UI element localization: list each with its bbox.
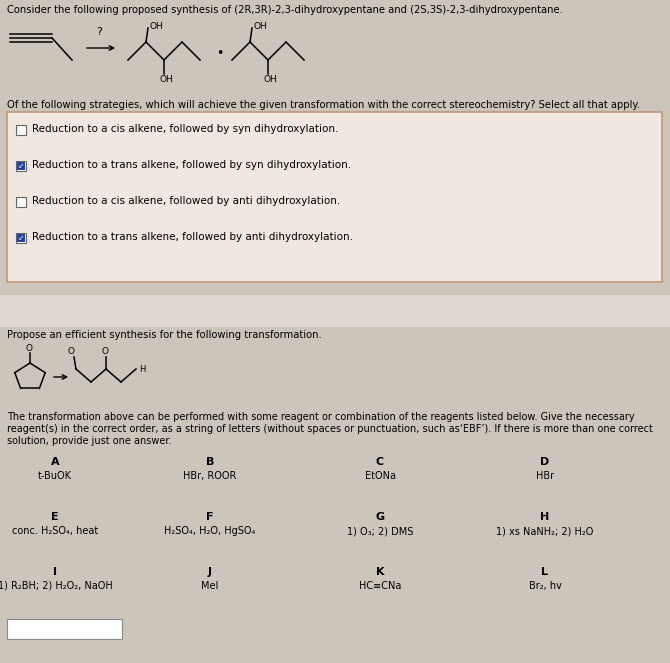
Text: Reduction to a trans alkene, followed by syn dihydroxylation.: Reduction to a trans alkene, followed by… xyxy=(32,160,351,170)
Text: Reduction to a cis alkene, followed by syn dihydroxylation.: Reduction to a cis alkene, followed by s… xyxy=(32,124,338,134)
Text: C: C xyxy=(376,457,384,467)
Text: HBr, ROOR: HBr, ROOR xyxy=(184,471,237,481)
Text: solution, provide just one answer.: solution, provide just one answer. xyxy=(7,436,172,446)
Text: H: H xyxy=(541,512,549,522)
Text: conc. H₂SO₄, heat: conc. H₂SO₄, heat xyxy=(12,526,98,536)
Text: The transformation above can be performed with some reagent or combination of th: The transformation above can be performe… xyxy=(7,412,634,422)
Bar xyxy=(16,197,26,207)
Text: H₂SO₄, H₂O, HgSO₄: H₂SO₄, H₂O, HgSO₄ xyxy=(164,526,256,536)
Text: ?: ? xyxy=(96,27,102,37)
Bar xyxy=(17,234,25,242)
Text: O: O xyxy=(102,347,109,356)
Text: A: A xyxy=(51,457,60,467)
Text: D: D xyxy=(541,457,549,467)
Text: Reduction to a cis alkene, followed by anti dihydroxylation.: Reduction to a cis alkene, followed by a… xyxy=(32,196,340,206)
Text: •: • xyxy=(216,48,224,60)
Text: OH: OH xyxy=(264,75,278,84)
Bar xyxy=(7,112,662,282)
Text: Consider the following proposed synthesis of (2R,3R)-2,3-dihydroxypentane and (2: Consider the following proposed synthesi… xyxy=(7,5,563,15)
Text: OH: OH xyxy=(254,22,268,31)
Text: t-BuOK: t-BuOK xyxy=(38,471,72,481)
Text: Br₂, hv: Br₂, hv xyxy=(529,581,561,591)
Text: 1) R₂BH; 2) H₂O₂, NaOH: 1) R₂BH; 2) H₂O₂, NaOH xyxy=(0,581,113,591)
Text: L: L xyxy=(541,567,549,577)
Text: Of the following strategies, which will achieve the given transformation with th: Of the following strategies, which will … xyxy=(7,100,640,110)
Text: H: H xyxy=(139,365,145,374)
Text: B: B xyxy=(206,457,214,467)
Text: O: O xyxy=(68,347,75,356)
Text: OH: OH xyxy=(150,22,163,31)
Text: Propose an efficient synthesis for the following transformation.: Propose an efficient synthesis for the f… xyxy=(7,330,322,340)
Text: OH: OH xyxy=(160,75,174,84)
Text: MeI: MeI xyxy=(201,581,218,591)
Bar xyxy=(17,162,25,170)
Text: ✓: ✓ xyxy=(18,233,24,243)
Text: J: J xyxy=(208,567,212,577)
Text: I: I xyxy=(53,567,57,577)
Text: K: K xyxy=(376,567,385,577)
Text: HBr: HBr xyxy=(536,471,554,481)
Text: 1) O₃; 2) DMS: 1) O₃; 2) DMS xyxy=(347,526,413,536)
Text: F: F xyxy=(206,512,214,522)
Text: reagent(s) in the correct order, as a string of letters (without spaces or punct: reagent(s) in the correct order, as a st… xyxy=(7,424,653,434)
Text: E: E xyxy=(51,512,59,522)
Bar xyxy=(0,295,670,327)
Text: G: G xyxy=(375,512,385,522)
Text: EtONa: EtONa xyxy=(364,471,395,481)
Bar xyxy=(16,233,26,243)
Text: Reduction to a trans alkene, followed by anti dihydroxylation.: Reduction to a trans alkene, followed by… xyxy=(32,232,353,242)
Bar xyxy=(16,125,26,135)
Text: ✓: ✓ xyxy=(18,162,24,170)
Bar xyxy=(16,161,26,171)
Bar xyxy=(0,327,670,663)
Bar xyxy=(7,619,122,639)
Text: 1) xs NaNH₂; 2) H₂O: 1) xs NaNH₂; 2) H₂O xyxy=(496,526,594,536)
Text: O: O xyxy=(25,344,32,353)
Text: HC≡CNa: HC≡CNa xyxy=(359,581,401,591)
Bar xyxy=(0,0,670,295)
